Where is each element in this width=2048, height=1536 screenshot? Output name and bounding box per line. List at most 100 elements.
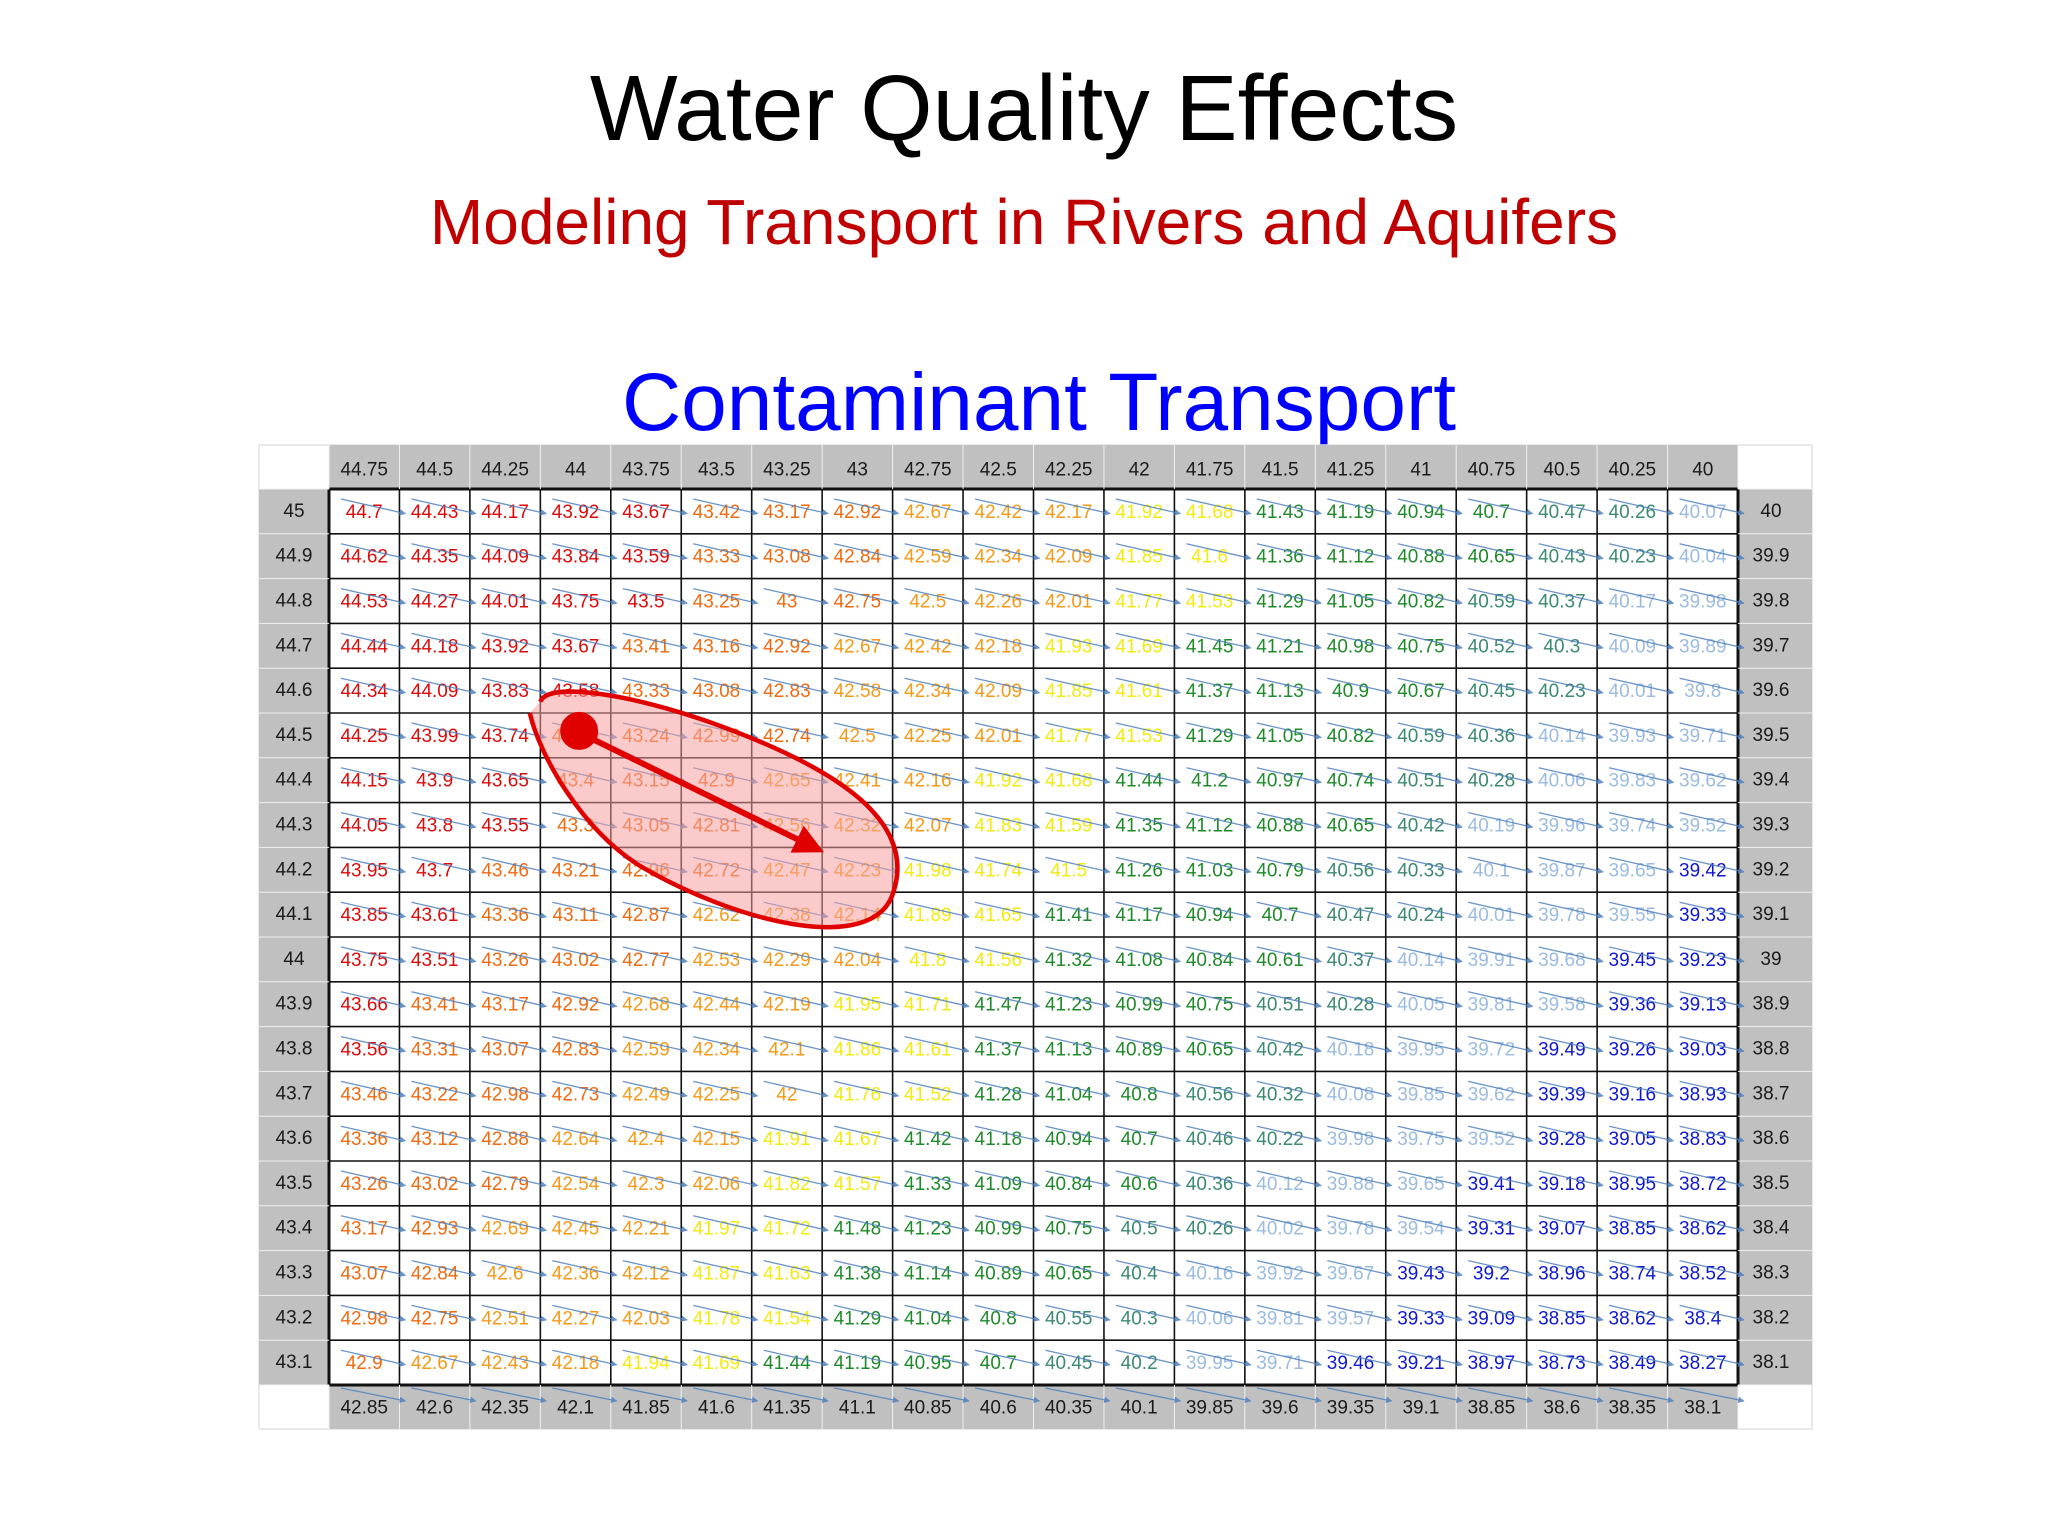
- flow-arrow: [904, 1349, 970, 1367]
- left-header-label: 43.4: [276, 1218, 313, 1239]
- grid-cell-value: 42.36: [552, 1264, 600, 1285]
- grid-cell-value: 41.68: [1045, 771, 1093, 792]
- flow-arrow: [1186, 811, 1252, 830]
- grid-background: [258, 444, 1813, 1430]
- grid-cell-value: 40.89: [1115, 1040, 1163, 1061]
- flow-arrow: [340, 632, 407, 650]
- flow-arrow: [693, 1349, 759, 1367]
- grid-cell-value: 40.14: [1397, 950, 1445, 971]
- flow-arrow: [1115, 1170, 1182, 1188]
- right-header-label: 39.4: [1753, 770, 1790, 791]
- grid-cell-value: 43: [776, 592, 797, 613]
- grid-cell-value: 42.03: [622, 1308, 670, 1329]
- flow-arrow: [974, 543, 1041, 561]
- grid-cell-value: 42.79: [481, 1174, 529, 1195]
- grid-cell-value: 41.12: [1327, 547, 1375, 568]
- flow-arrow: [411, 722, 477, 740]
- grid-cell-value: 40.06: [1538, 771, 1586, 792]
- flow-arrow: [552, 498, 618, 516]
- grid-cell-value: 43.65: [481, 771, 529, 792]
- flow-arrow: [411, 1387, 477, 1404]
- grid-cell-value: 41.23: [904, 1219, 952, 1240]
- flow-arrow: [974, 811, 1041, 830]
- flow-arrow: [1186, 1304, 1252, 1322]
- bottom-header-label: 41.85: [622, 1398, 670, 1419]
- grid-cell-value: 42.25: [904, 726, 952, 747]
- flow-arrow: [340, 1304, 407, 1322]
- top-header-label: 42.25: [1045, 460, 1093, 481]
- grid-cell-value: 39.49: [1538, 1040, 1586, 1061]
- flow-arrow: [552, 677, 618, 695]
- flow-arrow: [1397, 1304, 1463, 1322]
- grid-cell-value: 41.48: [834, 1219, 882, 1240]
- grid-cell-value: 41.61: [1115, 681, 1163, 702]
- grid-cell-value: 43.12: [411, 1129, 459, 1150]
- grid-cell-value: 38.95: [1609, 1174, 1657, 1195]
- flow-arrow: [1256, 1125, 1322, 1143]
- flow-arrow: [904, 767, 970, 785]
- grid-cell-value: 41.37: [975, 1040, 1023, 1061]
- flow-arrow: [1608, 1170, 1675, 1188]
- grid-cell-value: 43.36: [340, 1129, 388, 1150]
- flow-arrow: [1538, 722, 1604, 740]
- grid-cell-value: 40.32: [1256, 1084, 1304, 1105]
- right-header-label: 38.7: [1753, 1083, 1790, 1104]
- flow-arrow: [1327, 946, 1393, 964]
- bottom-header-label: 41.6: [698, 1398, 735, 1419]
- flow-arrow: [763, 1259, 829, 1278]
- top-header-label: 44.5: [416, 460, 453, 481]
- grid-cell-value: 39.91: [1468, 950, 1516, 971]
- flow-arrow: [481, 1035, 547, 1054]
- grid-cell-value: 43.17: [340, 1219, 388, 1240]
- grid-cell-value: 42.34: [975, 547, 1023, 568]
- top-header-label: 41: [1410, 460, 1431, 481]
- flow-arrow: [1397, 991, 1463, 1009]
- flow-arrow: [1468, 498, 1534, 516]
- grid-cell-value: 41.53: [1186, 592, 1234, 613]
- grid-cell-value: 40.75: [1186, 995, 1234, 1016]
- grid-cell-value: 40.04: [1679, 547, 1727, 568]
- grid-cell-value: 39.21: [1397, 1353, 1445, 1374]
- grid-cell-value: 40.23: [1609, 547, 1657, 568]
- right-header-label: 38.9: [1753, 994, 1790, 1015]
- flow-arrow: [1468, 856, 1534, 874]
- flow-arrow: [1468, 811, 1534, 830]
- grid-cell-value: 40.7: [1121, 1129, 1158, 1150]
- grid-cell-value: 42.15: [693, 1129, 741, 1150]
- grid-cell-value: 40.51: [1397, 771, 1445, 792]
- flow-arrow: [1679, 677, 1745, 695]
- grid-cell-value: 41.05: [1327, 592, 1375, 613]
- grid-cell-value: 42.98: [340, 1308, 388, 1329]
- flow-arrow: [1397, 1387, 1463, 1404]
- grid-cell-value: 41.44: [1115, 771, 1163, 792]
- left-header-label: 43.7: [276, 1083, 313, 1104]
- grid-cell-value: 40.65: [1045, 1264, 1093, 1285]
- flow-arrow: [1608, 767, 1675, 785]
- grid-cell-value: 41.19: [834, 1353, 882, 1374]
- bottom-header-label: 42.6: [416, 1398, 453, 1419]
- flow-arrow: [693, 1259, 759, 1278]
- left-header-label: 43.6: [276, 1128, 313, 1149]
- flow-arrow: [1256, 946, 1322, 964]
- flow-arrow: [1256, 991, 1322, 1009]
- flow-arrow: [1468, 632, 1534, 650]
- flow-arrow: [904, 498, 970, 516]
- grid-cell-value: 41.13: [1045, 1040, 1093, 1061]
- flow-arrow: [693, 1304, 759, 1322]
- grid-cell-value: 40.45: [1468, 681, 1516, 702]
- flow-arrow: [1045, 498, 1111, 516]
- grid-cell-value: 41.41: [1045, 905, 1093, 926]
- grid-cell-value: 40.5: [1121, 1219, 1158, 1240]
- flow-arrow: [1679, 1387, 1745, 1404]
- flow-arrow: [411, 1215, 477, 1233]
- grid-cell-value: 40.4: [1121, 1264, 1158, 1285]
- flow-arrow: [1115, 1035, 1182, 1054]
- grid-cell-value: 40.3: [1543, 636, 1580, 657]
- grid-cell-value: 40.33: [1397, 860, 1445, 881]
- flow-arrow: [1327, 1259, 1393, 1278]
- flow-arrow: [1538, 991, 1604, 1009]
- flow-arrow: [1115, 722, 1182, 740]
- flow-arrow: [1538, 677, 1604, 695]
- flow-arrow: [974, 1259, 1041, 1278]
- grid-cell-value: 40.94: [1186, 905, 1234, 926]
